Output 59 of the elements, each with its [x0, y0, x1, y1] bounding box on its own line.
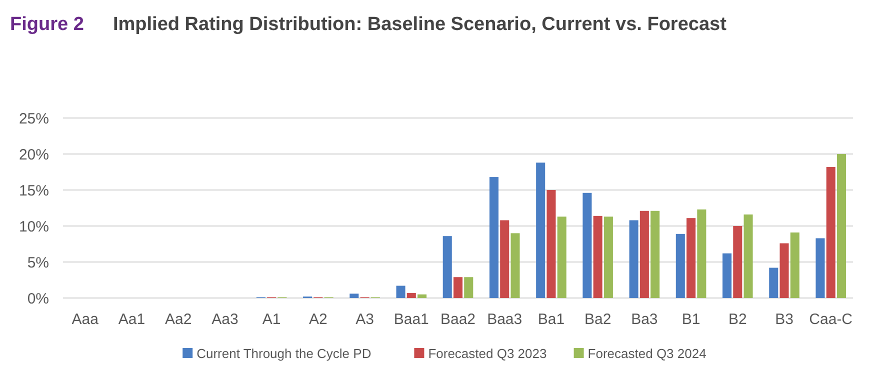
bar — [604, 216, 613, 298]
bar — [780, 243, 789, 298]
bar — [464, 277, 474, 298]
y-tick-label: 15% — [18, 182, 49, 200]
bar — [769, 268, 778, 298]
x-tick-label: Ba1 — [538, 311, 565, 328]
bar — [733, 226, 742, 298]
bar — [629, 220, 638, 298]
bar — [489, 177, 498, 298]
x-tick-label: B3 — [775, 311, 794, 328]
x-tick-label: A1 — [262, 311, 281, 328]
x-tick-label: A3 — [356, 311, 374, 328]
bar — [350, 294, 359, 298]
bar — [582, 192, 592, 298]
y-tick-label: 5% — [27, 254, 49, 272]
x-tick-label: Ba2 — [584, 311, 612, 328]
y-tick-label: 20% — [18, 146, 49, 164]
legend-label: Current Through the Cycle PD — [196, 346, 372, 361]
bar — [640, 210, 649, 298]
bar — [418, 294, 427, 298]
bar — [697, 209, 706, 298]
bar — [790, 232, 800, 298]
chart-title: Implied Rating Distribution: Baseline Scenario, Current vs. Forecast — [113, 14, 728, 35]
bar — [453, 277, 463, 298]
x-tick-label: Aa2 — [165, 311, 192, 328]
x-tick-label: A2 — [308, 311, 328, 328]
bar — [442, 236, 452, 298]
x-tick-label: Caa-C — [809, 311, 853, 328]
x-tick-label: Aa3 — [212, 311, 238, 328]
x-tick-label: B1 — [682, 311, 700, 328]
x-tick-label: Aaa — [72, 311, 100, 328]
bar — [557, 216, 566, 298]
bar — [722, 253, 732, 298]
x-tick-label: Aa1 — [118, 311, 146, 328]
legend-label: Forecasted Q3 2023 — [428, 346, 547, 361]
bar — [546, 190, 556, 298]
bar — [500, 220, 510, 298]
bar — [510, 233, 520, 298]
caption: Figure 2 — [10, 14, 84, 35]
bar — [744, 214, 753, 298]
y-tick-label: 10% — [18, 218, 49, 236]
x-tick-label: Baa3 — [487, 311, 522, 328]
x-tick-label: Ba3 — [631, 311, 658, 328]
legend-label: Forecasted Q3 2024 — [588, 346, 706, 361]
y-tick-label: 25% — [18, 110, 49, 128]
bar — [396, 286, 406, 298]
x-tick-label: Baa1 — [394, 311, 429, 328]
x-tick-label: B2 — [728, 311, 747, 328]
bar — [836, 154, 846, 298]
bar — [826, 166, 836, 298]
bar — [676, 234, 685, 298]
bar — [686, 218, 696, 298]
bar — [816, 238, 825, 298]
bar — [536, 162, 546, 298]
y-tick-label: 0% — [27, 290, 49, 308]
bar — [406, 292, 416, 298]
bar — [650, 210, 660, 298]
x-tick-label: Baa2 — [440, 311, 476, 328]
bar — [593, 216, 602, 298]
